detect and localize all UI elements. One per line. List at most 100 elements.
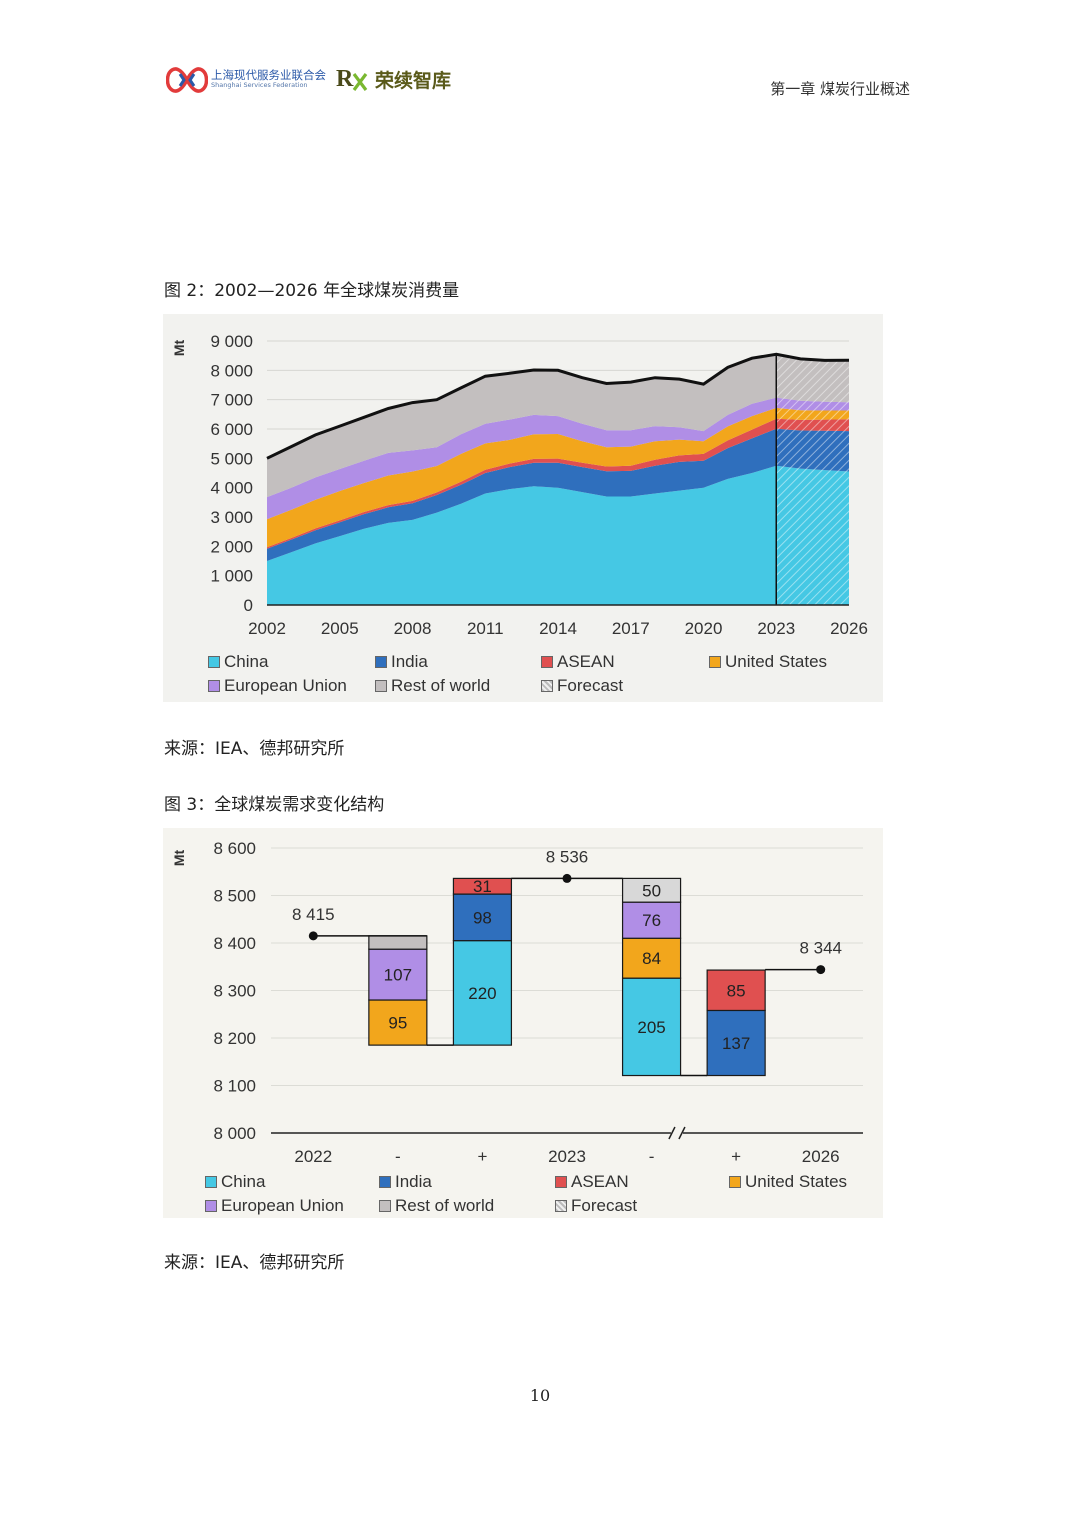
chapter-title: 第一章 煤炭行业概述 [770,80,910,98]
bar-segment-label: 95 [388,1014,407,1033]
bar-segment-asean [452,877,513,895]
bar-segment-label: 107 [384,966,412,985]
x-tick-label: 2005 [321,619,359,638]
x-tick-label: 2002 [248,619,286,638]
area-forecast-united-states [776,407,849,420]
total-label: 8 415 [292,905,335,924]
legend-swatch-united-states [709,656,721,668]
x-tick-label: 2022 [294,1147,332,1166]
y-tick-label: 8 500 [213,887,256,906]
bar-segment-forecast [621,877,682,903]
y-tick-label: 3 000 [210,508,253,527]
x-tick-label: 2023 [757,619,795,638]
y-tick-label: 8 300 [213,982,256,1001]
legend-label-asean: ASEAN [557,652,615,671]
x-tick-label: + [731,1147,741,1166]
legend-label-united-states: United States [745,1172,848,1191]
svg-text:R: R [336,66,354,92]
bar-segment-european-union [368,948,428,1001]
bar-segment-label: 76 [642,911,661,930]
legend-item-asean: ASEAN [541,652,615,672]
legend-label-india: India [391,652,428,671]
x-tick-label: 2014 [539,619,577,638]
bar-segment-india [452,893,513,942]
total-marker [562,873,572,883]
bar-segment-china [452,940,513,1046]
legend-swatch-china [208,656,220,668]
area-forecast-china [776,465,849,605]
area-chart-svg: 0 1 000 2 000 3 000 4 000 5 000 6 000 7 000 8 00… [163,314,883,702]
y-tick-label: 5 000 [210,449,253,468]
legend-swatch-rest-of-world [375,680,387,692]
axis-break-icon [668,1126,686,1140]
total-label: 8 536 [546,847,589,866]
x-tick-label: 2017 [612,619,650,638]
legend-swatch-india [375,656,387,668]
federation-logo-icon [166,67,208,93]
legend-item-european-union: European Union [208,676,347,696]
legend-swatch-asean [555,1176,567,1188]
legend-label-european-union: European Union [224,676,347,695]
x-tick-label: - [395,1147,401,1166]
legend-item-united-states: United States [729,1172,847,1192]
rx-logo-icon: R [336,66,368,92]
legend-label-forecast: Forecast [571,1196,638,1215]
legend-item-rest-of-world: Rest of world [375,676,490,696]
y-tick-label: 8 600 [213,839,256,858]
legend-swatch-forecast [555,1200,567,1212]
area-china [267,465,777,605]
legend-item-china: China [208,652,268,672]
y-tick-label: 6 000 [210,420,253,439]
x-tick-label: 2026 [830,619,868,638]
legend-item-india: India [375,652,428,672]
legend-item-european-union: European Union [205,1196,344,1216]
y-tick-label: 0 [244,596,253,615]
bar-segment-label: 84 [642,949,661,968]
figure3-legend: China India ASEAN United States European Uni… [163,828,883,1218]
legend-swatch-rest-of-world [379,1200,391,1212]
total-marker [308,931,318,941]
bar-segment-united-states [621,937,682,979]
area-united-states [267,407,777,548]
y-tick-label: 2 000 [210,537,253,556]
legend-item-asean: ASEAN [555,1172,629,1192]
y-tick-label: 9 000 [210,332,253,351]
y-tick-label: 8 000 [213,1124,256,1143]
area-forecast-rest-of-world [776,354,849,403]
figure2-legend: China India ASEAN United States European Uni… [163,314,883,702]
figure3-caption: 图 3：全球煤炭需求变化结构 [164,795,385,815]
legend-label-china: China [221,1172,266,1191]
area-forecast-european-union [776,397,849,411]
bar-segment-united-states [368,999,428,1046]
bar-segment-label: 31 [473,877,492,896]
area-forecast-asean [776,418,849,432]
bar-segment-label: 137 [722,1034,750,1053]
y-tick-label: 8 100 [213,1077,256,1096]
total-line [266,352,850,460]
legend-swatch-forecast [541,680,553,692]
total-marker [816,965,826,975]
legend-swatch-european-union [208,680,220,692]
bar-segment-label: 98 [473,908,492,927]
bar-segment-asean [706,969,766,1012]
total-label: 8 344 [799,939,842,958]
x-tick-label: 2008 [394,619,432,638]
legend-swatch-european-union [205,1200,217,1212]
org-name-en: Shanghai Services Federation [211,81,308,89]
legend-swatch-china [205,1176,217,1188]
figure2-caption: 图 2：2002—2026 年全球煤炭消费量 [164,281,460,301]
legend-label-forecast: Forecast [557,676,624,695]
legend-item-forecast: Forecast [555,1196,637,1216]
y-tick-label: 8 200 [213,1029,256,1048]
x-tick-label: + [477,1147,487,1166]
bar-segment-european-union [621,901,682,939]
area-european-union [267,397,777,520]
page-number: 10 [529,1386,551,1405]
waterfall-chart-svg: 8 000 8 100 8 200 8 300 8 400 8 500 8 600 Mt 202… [163,828,883,1218]
legend-label-united-states: United States [725,652,828,671]
y-axis-label: Mt [171,340,187,357]
figure3-chart: 8 000 8 100 8 200 8 300 8 400 8 500 8 600 Mt 202… [163,828,883,1218]
figure3-source: 来源：IEA、德邦研究所 [164,1253,345,1273]
bar-segment-label: 85 [727,981,746,1000]
x-tick-label: 2011 [467,619,504,638]
